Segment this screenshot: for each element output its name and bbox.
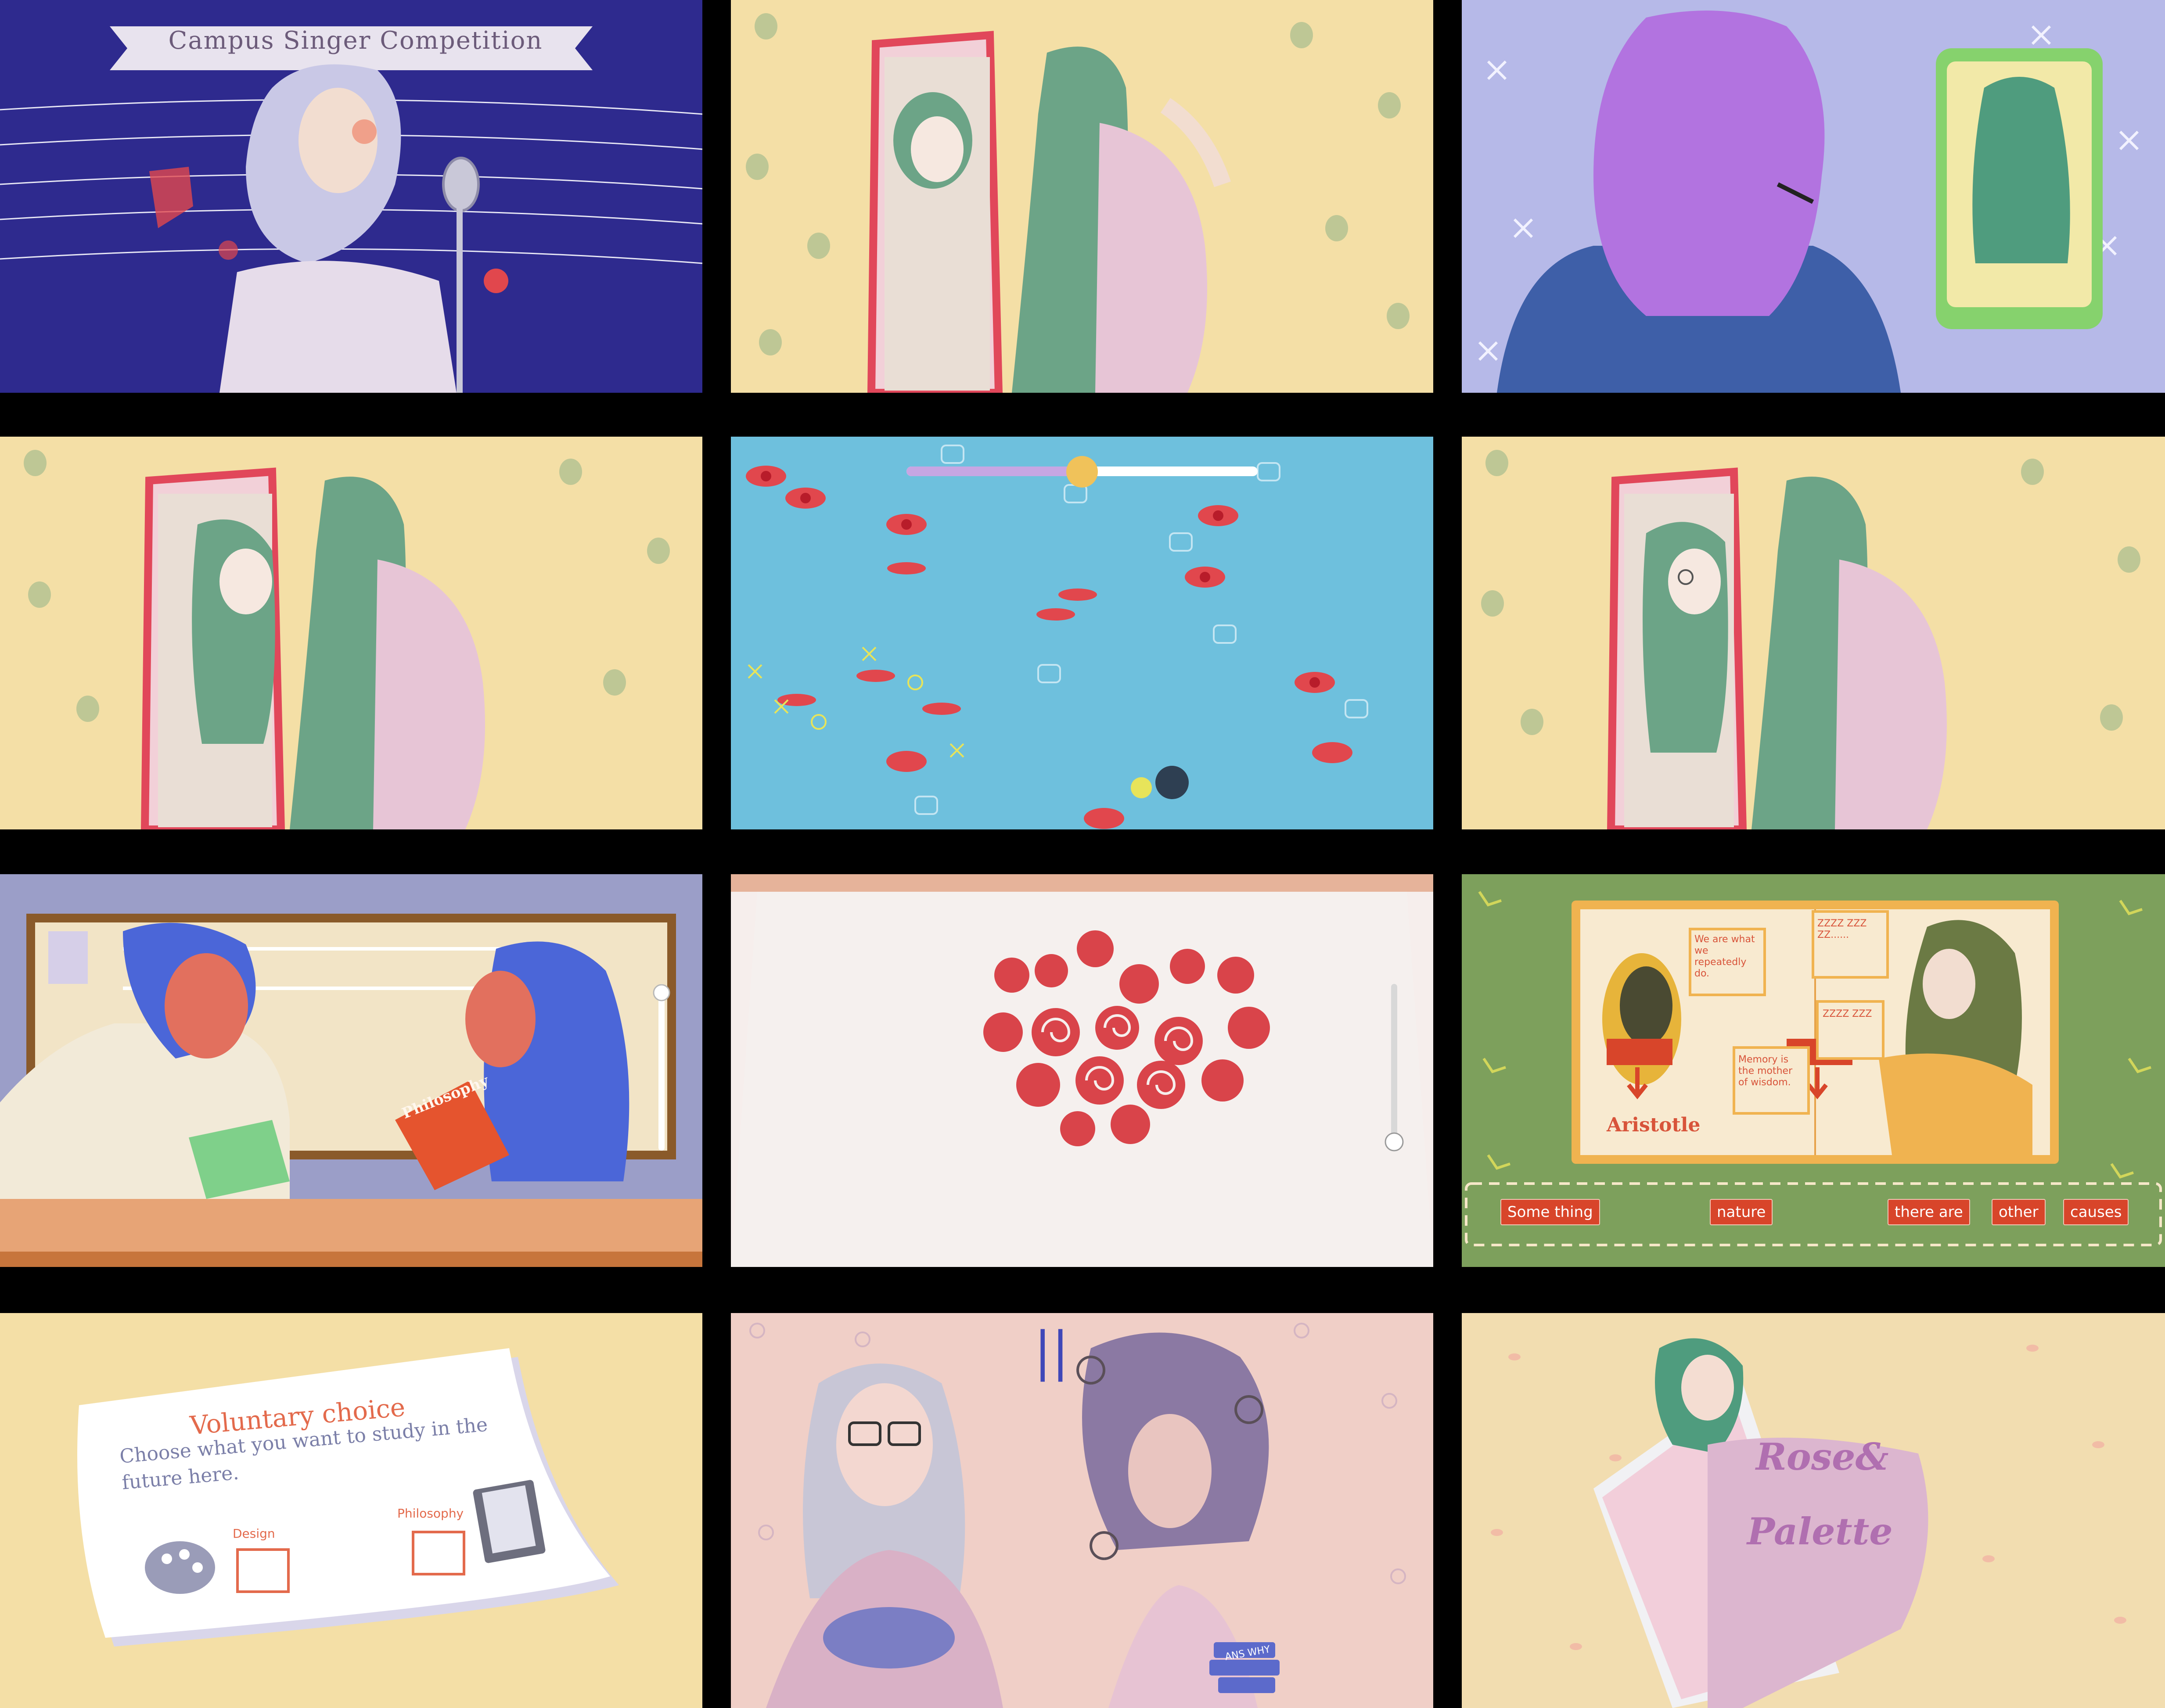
- panel-contrast-portraits: || ANS WHY: [731, 1313, 1433, 1708]
- title-screen-illustration: [1462, 1313, 2165, 1708]
- separator-mark: ||: [1034, 1321, 1069, 1382]
- competition-banner-title: Campus Singer Competition: [168, 26, 543, 55]
- panel-notebook-puzzle: We are what we repeatedly do. ZZZZ ZZZ Z…: [1462, 874, 2165, 1267]
- panel-rose-canvas[interactable]: [731, 874, 1433, 1267]
- word-tile-1[interactable]: Some thing: [1500, 1199, 1600, 1225]
- option-philosophy-label: Philosophy: [397, 1506, 464, 1521]
- word-tile-4[interactable]: other: [1992, 1199, 2046, 1225]
- panel-mirror-touch: [0, 437, 702, 829]
- panel-mirror-reflection: [731, 0, 1433, 393]
- design-checkbox[interactable]: [236, 1548, 290, 1593]
- panel-singer-competition: Campus Singer Competition: [0, 0, 702, 393]
- notebook-illustration: [1462, 874, 2165, 1267]
- portrait-caption: Aristotle: [1607, 1114, 1701, 1136]
- mirror-illustration: [731, 0, 1433, 393]
- rose-canvas-illustration[interactable]: [731, 874, 1433, 1267]
- panel-title-screen: Rose& Palette: [1462, 1313, 2165, 1708]
- palette-icon: [145, 1541, 215, 1594]
- panel-voluntary-choice: Voluntary choice Choose what you want to…: [0, 1313, 702, 1708]
- vertical-slider-track: [1391, 984, 1397, 1151]
- panel-haircut: [1462, 0, 2165, 393]
- eyes-minigame-field[interactable]: [731, 437, 1433, 829]
- haircut-illustration: [1462, 0, 2165, 393]
- book-icon: [473, 1480, 546, 1563]
- mirror-touch-illustration: [0, 437, 702, 829]
- progress-fill: [906, 466, 1082, 476]
- quote-note-memory: Memory is the mother of wisdom.: [1738, 1054, 1793, 1088]
- singer-illustration: [0, 0, 702, 393]
- word-tile-3[interactable]: there are: [1888, 1199, 1970, 1225]
- panel-eyes-minigame[interactable]: [731, 437, 1433, 829]
- study-desk-illustration: [0, 874, 702, 1267]
- sleep-note-middle: ZZZZ ZZZ: [1823, 1008, 1872, 1019]
- sleep-note-top: ZZZZ ZZZ ZZ......: [1817, 918, 1867, 940]
- quote-note-habit: We are what we repeatedly do.: [1694, 934, 1755, 979]
- panel-study-desk: Philosophy: [0, 874, 702, 1267]
- philosophy-checkbox[interactable]: [412, 1531, 465, 1575]
- mirror-dizzy-illustration: [1462, 437, 2165, 829]
- choice-paper-illustration: [0, 1313, 702, 1708]
- word-tile-2[interactable]: nature: [1710, 1199, 1773, 1225]
- contrast-illustration: [731, 1313, 1433, 1708]
- vertical-slider-thumb: [1385, 1132, 1404, 1152]
- game-logo-line2: Palette: [1747, 1510, 1893, 1553]
- progress-face-marker: [1066, 456, 1098, 488]
- option-design-label: Design: [233, 1526, 275, 1541]
- word-tile-5[interactable]: causes: [2063, 1199, 2129, 1225]
- panel-mirror-dizzy: [1462, 437, 2165, 829]
- game-logo-line1: Rose&: [1756, 1435, 1889, 1478]
